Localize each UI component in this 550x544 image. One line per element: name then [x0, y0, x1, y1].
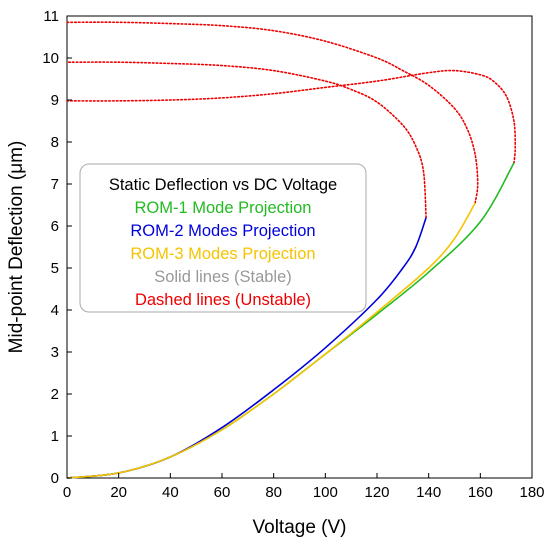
- y-axis: 0 1 2 3 4 5 6 7 8 9 10 11: [42, 8, 72, 487]
- y-tick-label: 0: [51, 470, 59, 487]
- x-tick-label: 80: [265, 484, 282, 501]
- legend-entry-dashed: Dashed lines (Unstable): [135, 291, 311, 309]
- series-line-rom1-unstable: [66, 69, 517, 164]
- y-axis-title: Mid-point Deflection (μm): [6, 141, 27, 354]
- legend-box: [79, 163, 367, 313]
- x-tick-label: 160: [468, 484, 493, 501]
- x-tick-label: 140: [416, 484, 441, 501]
- y-tick-label: 8: [51, 134, 59, 151]
- legend-title: Static Deflection vs DC Voltage: [109, 176, 337, 194]
- x-tick-label: 120: [364, 484, 389, 501]
- x-axis: 0 20 40 60 80 100 120 140 160 180: [63, 473, 545, 501]
- y-tick-label: 1: [51, 428, 59, 445]
- x-tick-label: 180: [519, 484, 544, 501]
- series-line-rom3-unstable: [66, 21, 479, 204]
- legend-entry-rom1: ROM-1 Mode Projection: [135, 199, 312, 217]
- x-tick-label: 40: [162, 484, 179, 501]
- series-layer: [66, 21, 517, 479]
- y-tick-label: 7: [51, 176, 59, 193]
- plot-area-frame: [66, 15, 533, 479]
- legend-entry-rom3: ROM-3 Modes Projection: [130, 245, 315, 263]
- legend: Static Deflection vs DC Voltage ROM-1 Mo…: [79, 163, 367, 313]
- y-tick-label: 11: [43, 8, 59, 25]
- y-tick-label: 2: [51, 386, 59, 403]
- legend-entry-solid: Solid lines (Stable): [154, 268, 292, 286]
- x-tick-label: 60: [214, 484, 231, 501]
- series-line-rom3-stable: [66, 202, 476, 479]
- x-tick-label: 100: [313, 484, 338, 501]
- y-tick-label: 6: [51, 218, 59, 235]
- x-tick-label: 0: [63, 484, 71, 501]
- y-tick-label: 5: [51, 260, 59, 277]
- legend-entry-rom2: ROM-2 Modes Projection: [130, 222, 315, 240]
- y-tick-label: 9: [51, 92, 59, 109]
- x-tick-label: 20: [110, 484, 127, 501]
- x-axis-title: Voltage (V): [253, 517, 347, 538]
- y-tick-label: 10: [42, 50, 59, 67]
- y-tick-label: 4: [51, 302, 59, 319]
- y-tick-label: 3: [51, 344, 59, 361]
- series-line-rom2-unstable: [66, 61, 427, 219]
